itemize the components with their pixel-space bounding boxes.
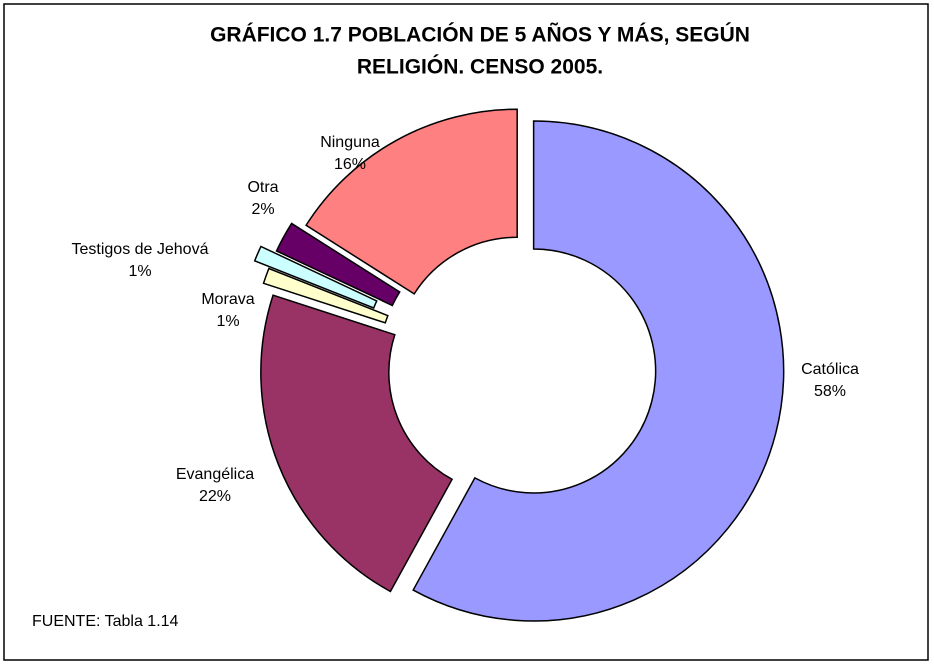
- chart-title: RELIGIÓN. CENSO 2005.: [357, 55, 603, 79]
- source-note: FUENTE: Tabla 1.14: [32, 613, 179, 630]
- slice-value-label: 58%: [814, 383, 846, 400]
- slice-value-label: 16%: [334, 156, 366, 173]
- slice-label: Morava: [201, 291, 254, 308]
- slice-label: Ninguna: [320, 134, 380, 151]
- donut-slice: [260, 294, 454, 593]
- slice-value-label: 2%: [251, 201, 274, 218]
- slice-label: Católica: [801, 361, 859, 378]
- donut-slice: [253, 245, 378, 309]
- slice-value-label: 1%: [216, 313, 239, 330]
- chart-title: GRÁFICO 1.7 POBLACIÓN DE 5 AÑOS Y MÁS, S…: [210, 23, 750, 47]
- donut-slice: [305, 108, 518, 295]
- slice-label: Evangélica: [176, 466, 254, 483]
- slice-label: Otra: [247, 179, 278, 196]
- slice-label: Testigos de Jehová: [72, 241, 209, 258]
- slice-value-label: 22%: [199, 488, 231, 505]
- donut-slice: [412, 120, 785, 622]
- slice-value-label: 1%: [128, 263, 151, 280]
- donut-slice: [262, 267, 389, 324]
- donut-slice: [275, 222, 401, 307]
